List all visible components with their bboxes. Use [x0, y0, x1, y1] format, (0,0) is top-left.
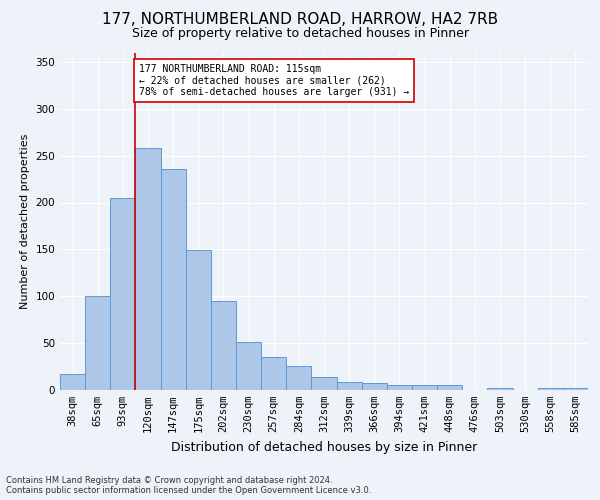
Bar — [261, 357, 286, 390]
Bar — [110, 198, 136, 390]
Bar — [136, 148, 161, 390]
Bar — [563, 388, 588, 390]
Bar — [161, 169, 186, 390]
Bar — [236, 342, 261, 390]
Bar — [487, 388, 512, 390]
X-axis label: Distribution of detached houses by size in Pinner: Distribution of detached houses by size … — [171, 440, 477, 454]
Bar — [286, 366, 311, 390]
Bar — [437, 386, 462, 390]
Bar — [85, 296, 110, 390]
Bar — [412, 386, 437, 390]
Bar — [311, 377, 337, 390]
Bar — [211, 301, 236, 390]
Text: Contains HM Land Registry data © Crown copyright and database right 2024.
Contai: Contains HM Land Registry data © Crown c… — [6, 476, 371, 495]
Text: 177, NORTHUMBERLAND ROAD, HARROW, HA2 7RB: 177, NORTHUMBERLAND ROAD, HARROW, HA2 7R… — [102, 12, 498, 28]
Text: 177 NORTHUMBERLAND ROAD: 115sqm
← 22% of detached houses are smaller (262)
78% o: 177 NORTHUMBERLAND ROAD: 115sqm ← 22% of… — [139, 64, 409, 97]
Bar — [387, 386, 412, 390]
Bar — [60, 374, 85, 390]
Bar — [337, 382, 362, 390]
Bar — [538, 388, 563, 390]
Y-axis label: Number of detached properties: Number of detached properties — [20, 134, 30, 309]
Text: Size of property relative to detached houses in Pinner: Size of property relative to detached ho… — [131, 28, 469, 40]
Bar — [186, 250, 211, 390]
Bar — [362, 384, 387, 390]
